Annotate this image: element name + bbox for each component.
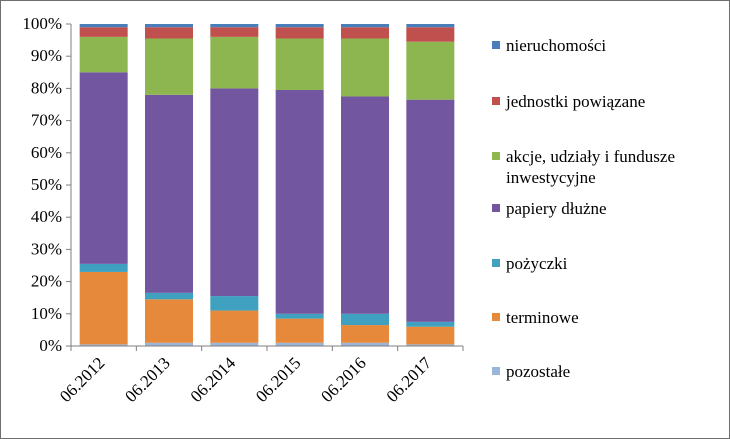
x-tick-label: 06.2013: [121, 353, 174, 406]
bar-segment: [275, 318, 324, 343]
bar-segment: [406, 326, 455, 345]
bar-segment: [275, 90, 324, 314]
legend-swatch: [492, 367, 500, 375]
x-tick-label: 06.2015: [252, 353, 305, 406]
legend-swatch: [492, 97, 500, 105]
bar-segment: [406, 99, 455, 322]
bar-segment: [341, 27, 389, 39]
bar-segment: [79, 72, 128, 264]
y-tick-label: 100%: [22, 14, 62, 33]
legend-label: akcje, udziały i fundusze inwestycyjne: [506, 147, 675, 187]
bar-segment: [145, 299, 193, 343]
bar-segment: [145, 38, 193, 95]
legend-swatch: [492, 313, 500, 321]
legend-label: pożyczki: [506, 254, 568, 273]
y-tick-label: 60%: [31, 143, 62, 162]
bar-segment: [79, 27, 128, 37]
bar-segment: [210, 296, 259, 311]
bar-segment: [341, 96, 389, 314]
bar-segment: [341, 38, 389, 97]
bar-segment: [341, 24, 389, 28]
bar-segment: [210, 36, 259, 89]
bar-segment: [341, 313, 389, 326]
bar-segment: [406, 344, 455, 346]
legend-label: papiery dłużne: [506, 199, 607, 218]
bar-segment: [275, 27, 324, 39]
bar-segment: [406, 24, 455, 28]
bar-segment: [210, 88, 259, 297]
y-tick-label: 20%: [31, 272, 62, 291]
bar-segment: [210, 27, 259, 37]
legend-label: terminowe: [506, 308, 579, 327]
bar-segment: [275, 313, 324, 319]
y-tick-label: 90%: [31, 46, 62, 65]
y-tick-label: 80%: [31, 78, 62, 97]
bar-segment: [275, 342, 324, 346]
x-tick-label: 06.2012: [56, 353, 109, 406]
bar-segment: [406, 41, 455, 100]
legend-swatch: [492, 152, 500, 160]
bar-segment: [406, 27, 455, 42]
x-tick-label: 06.2017: [383, 353, 436, 406]
x-tick-label: 06.2016: [317, 353, 370, 406]
y-tick-label: 10%: [31, 304, 62, 323]
legend-label: nieruchomości: [506, 36, 606, 55]
legend-label: jednostki powiązane: [505, 92, 645, 111]
legend-swatch: [492, 41, 500, 49]
bar-segment: [79, 24, 128, 28]
bar-segment: [406, 321, 455, 327]
bar-segment: [341, 325, 389, 343]
y-tick-label: 40%: [31, 207, 62, 226]
bar-segment: [145, 292, 193, 300]
bar-segment: [210, 310, 259, 343]
bar-segment: [79, 271, 128, 345]
bar-segment: [145, 27, 193, 39]
legend-swatch: [492, 204, 500, 212]
legend-swatch: [492, 259, 500, 267]
bar-segment: [275, 38, 324, 91]
y-tick-label: 0%: [39, 336, 62, 355]
bar-segment: [79, 344, 128, 346]
bar-segment: [79, 263, 128, 272]
bar-segment: [79, 36, 128, 73]
bar-segment: [145, 24, 193, 28]
y-tick-label: 70%: [31, 111, 62, 130]
y-tick-label: 30%: [31, 239, 62, 258]
bar-segment: [341, 342, 389, 346]
bar-segment: [210, 342, 259, 346]
y-tick-label: 50%: [31, 175, 62, 194]
bar-segment: [145, 342, 193, 346]
bar-segment: [275, 24, 324, 28]
legend-label: pozostałe: [506, 362, 570, 381]
x-tick-label: 06.2014: [187, 353, 240, 406]
bar-segment: [210, 24, 259, 28]
bar-segment: [145, 94, 193, 293]
